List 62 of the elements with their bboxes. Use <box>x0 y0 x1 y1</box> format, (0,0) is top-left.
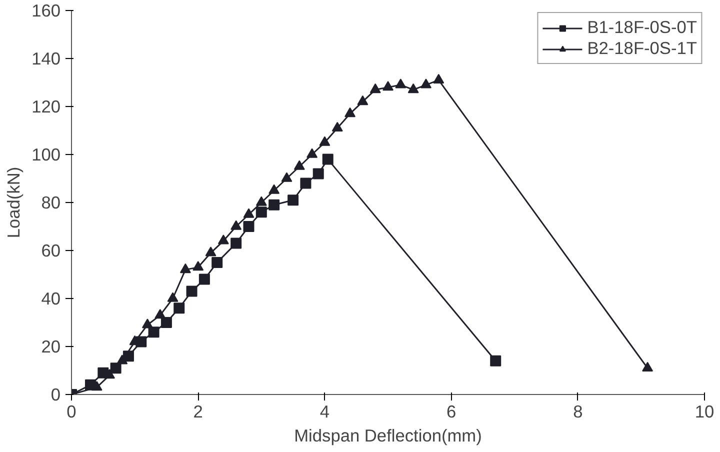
point <box>288 194 299 206</box>
point <box>332 122 343 132</box>
point <box>160 317 172 328</box>
point <box>91 381 102 391</box>
point <box>198 274 210 285</box>
point <box>142 318 153 328</box>
point <box>174 302 185 314</box>
point <box>433 74 444 84</box>
point <box>243 221 254 232</box>
x-tick-label: 4 <box>320 402 330 422</box>
point <box>256 206 267 218</box>
point <box>312 168 324 180</box>
point <box>104 369 115 379</box>
x-tick-label: 0 <box>66 402 76 422</box>
y-tick-label: 120 <box>32 96 61 116</box>
point <box>186 286 198 297</box>
point <box>243 208 254 218</box>
x-tick-label: 2 <box>193 402 203 422</box>
legend-label: B2-18F-0S-1T <box>587 38 697 59</box>
point <box>192 261 204 271</box>
point <box>294 160 305 170</box>
point <box>319 136 330 146</box>
point <box>408 83 419 94</box>
point <box>344 107 356 118</box>
point <box>256 196 267 206</box>
point <box>230 238 242 249</box>
y-tick-label: 60 <box>41 240 61 260</box>
y-tick-label: 0 <box>50 384 61 404</box>
y-tick-label: 140 <box>32 48 61 68</box>
y-tick-label: 160 <box>32 0 61 20</box>
point <box>180 263 191 274</box>
point <box>230 220 242 230</box>
point <box>490 355 502 366</box>
point <box>382 81 394 91</box>
point <box>306 148 318 158</box>
point <box>642 362 654 372</box>
point <box>148 326 160 338</box>
point <box>322 154 334 165</box>
x-tick-label: 10 <box>694 402 714 422</box>
point <box>218 234 229 244</box>
point <box>281 172 292 182</box>
point <box>268 184 280 194</box>
point <box>300 178 312 189</box>
point <box>116 354 128 364</box>
y-axis-title: Load(kN) <box>4 166 24 238</box>
point <box>268 199 280 210</box>
point <box>212 257 223 268</box>
y-tick-label: 80 <box>41 192 61 212</box>
y-tick-label: 20 <box>41 336 61 356</box>
point <box>395 78 406 88</box>
point <box>420 78 432 88</box>
point <box>357 95 368 106</box>
point <box>205 246 216 256</box>
x-axis-title: Midspan Deflection(mm) <box>294 426 482 446</box>
point <box>370 83 381 94</box>
x-tick-label: 6 <box>446 402 456 422</box>
y-tick-label: 40 <box>41 288 61 308</box>
point <box>154 309 166 319</box>
x-tick-label: 8 <box>573 402 583 422</box>
y-tick-label: 100 <box>32 144 61 164</box>
point <box>167 292 178 302</box>
legend-label: B1-18F-0S-0T <box>587 17 697 38</box>
